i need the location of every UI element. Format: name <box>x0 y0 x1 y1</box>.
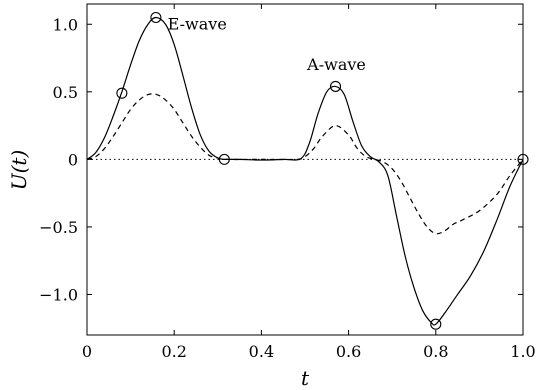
data-point-marker <box>218 153 230 165</box>
x-tick-label: 0.8 <box>423 342 448 361</box>
y-tick-label: −1.0 <box>39 285 78 304</box>
data-point-marker <box>150 11 162 24</box>
annotation-label: A-wave <box>306 55 366 74</box>
data-point-marker <box>329 80 342 92</box>
marker-layer <box>116 11 529 330</box>
y-tick-label: −0.5 <box>39 218 78 237</box>
data-point-marker <box>430 318 442 330</box>
x-tick-label: 1.0 <box>510 342 535 361</box>
series-line-dashed <box>86 93 524 235</box>
tick-layer: 0 0.2 0.4 0.6 0.8 1.0 −1.0 −0.5 0 0.5 1.0 <box>39 4 536 361</box>
data-point-marker <box>116 87 128 99</box>
annotation-label: E-wave <box>168 15 227 34</box>
y-tick-label: 1.0 <box>53 15 78 34</box>
x-tick-label: 0 <box>82 342 92 361</box>
y-axis-label: U(t) <box>7 150 31 191</box>
x-tick-label: 0.4 <box>249 342 274 361</box>
series-line-solid <box>86 16 524 326</box>
series-layer <box>86 16 524 326</box>
y-tick-label: 0 <box>68 150 78 169</box>
x-tick-label: 0.6 <box>336 342 361 361</box>
y-tick-label: 0.5 <box>53 83 78 102</box>
x-axis-label: t <box>301 366 310 390</box>
plot-frame <box>86 3 524 336</box>
x-tick-label: 0.2 <box>161 342 186 361</box>
annotation-layer: E-wave A-wave <box>168 15 366 75</box>
